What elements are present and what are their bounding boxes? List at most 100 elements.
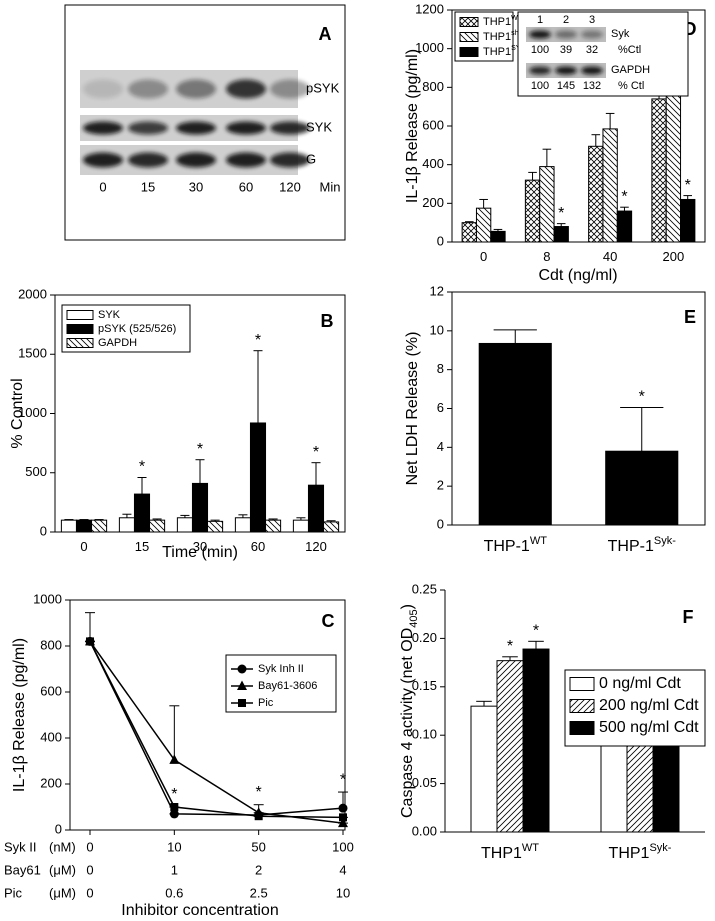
error-bar [502, 656, 518, 661]
blot-band [270, 152, 310, 168]
y-axis-label: Caspase 4 activity (net OD405) [399, 604, 420, 818]
y-tick-label: 1200 [415, 1, 444, 16]
x-tick-label: THP-1Syk- [608, 535, 677, 555]
series-line [89, 641, 344, 816]
error-bar [464, 221, 474, 223]
lane-label: 120 [279, 179, 301, 194]
x-tick-label: 15 [135, 539, 149, 554]
bar [75, 519, 93, 533]
error-bar [326, 520, 336, 522]
bar [292, 519, 309, 533]
panel-label: E [684, 307, 696, 327]
error-bar [311, 462, 321, 486]
legend-name: SYK [98, 309, 121, 321]
y-axis-label-text: IL-1β Release (pg/ml) [404, 49, 421, 203]
bar [602, 128, 618, 243]
blot-band [226, 152, 266, 168]
x-tick-label: 8 [543, 249, 550, 264]
marker [238, 699, 246, 707]
x-row-value: 0.6 [165, 885, 183, 900]
y-tick-label: 6 [437, 400, 444, 415]
legend-swatch [459, 17, 479, 27]
error-bar [268, 518, 278, 521]
error-bar [94, 519, 104, 521]
category: 8 [543, 249, 550, 264]
error-bar [79, 519, 89, 521]
error-bar [556, 223, 566, 227]
inset-band [555, 66, 577, 75]
bar [207, 520, 224, 533]
category: 120 [305, 539, 327, 554]
bar [524, 179, 541, 243]
error-bar [542, 148, 552, 167]
y-axis-label-text: % Control [9, 378, 26, 448]
category: 0 [80, 539, 87, 554]
x-tick-label: 60 [251, 539, 265, 554]
x-tick-label: 30 [193, 539, 207, 554]
error-bar [253, 350, 263, 423]
bar [307, 484, 325, 533]
bar [133, 493, 151, 533]
x-row-value: 50 [251, 839, 265, 854]
blot-band [270, 79, 310, 99]
y-axis-label-text: IL-1β Release (pg/ml) [11, 638, 28, 792]
legend-name: THP1 [483, 16, 511, 28]
inset-band [529, 30, 551, 39]
y-tick-label: 400 [40, 729, 62, 744]
error-bar [591, 134, 601, 147]
bar [490, 230, 506, 243]
lane-label: 15 [141, 179, 155, 194]
blot-row-label: SYK [306, 119, 332, 134]
error-bar [528, 640, 544, 650]
x-row-name: Bay61 [4, 862, 41, 877]
legend-name: Pic [258, 697, 274, 709]
x-row-value: 4 [339, 862, 346, 877]
category-sup: WT [530, 535, 547, 547]
category: THP1 [481, 845, 522, 862]
legend-name: GAPDH [98, 337, 137, 349]
inset-lane: 1 [537, 14, 543, 26]
inset-unit: %Ctl [618, 44, 641, 56]
marker [170, 803, 179, 811]
x-row-value: 0 [86, 862, 93, 877]
category: 60 [251, 539, 265, 554]
category: 30 [193, 539, 207, 554]
y-axis-label: IL-1β Release (pg/ml) [11, 638, 28, 792]
y-tick-label: 0.00 [412, 823, 437, 838]
x-tick-label: THP-1WT [484, 535, 548, 555]
x-axis-label: Cdt (ng/ml) [538, 267, 617, 284]
legend-swatch [66, 324, 94, 334]
legend-label: 200 ng/ml Cdt [599, 697, 699, 714]
blot-row-label: pSYK [306, 80, 340, 95]
y-tick-label: 0 [437, 516, 444, 531]
y-axis-label-text: Net LDH Release (%) [404, 332, 421, 486]
y-tick-label: 200 [422, 195, 444, 210]
legend-label: Pic [258, 697, 274, 709]
y-tick-label: 0.25 [412, 581, 437, 596]
bar [605, 450, 679, 526]
legend-swatch [569, 721, 595, 735]
legend-name: Bay61-3606 [258, 680, 317, 692]
blot-band [128, 121, 168, 135]
inset-value: 32 [586, 44, 598, 56]
error-bar [122, 513, 132, 518]
significance: * [139, 459, 145, 476]
y-tick-label: 600 [40, 683, 62, 698]
category: THP1 [609, 845, 650, 862]
significance: * [171, 786, 177, 803]
y-tick-label: 0.05 [412, 775, 437, 790]
x-row-value: 1 [171, 862, 178, 877]
y-tick-label: 0.15 [412, 678, 437, 693]
y-axis-label: IL-1β Release (pg/ml) [404, 49, 421, 203]
marker [169, 754, 180, 764]
panel-label: A [319, 24, 332, 44]
legend-swatch [66, 310, 94, 320]
legend-name: THP1 [483, 31, 511, 43]
bar [191, 482, 209, 533]
legend-name: THP1 [483, 46, 511, 58]
category: 200 [663, 249, 685, 264]
significance: * [256, 784, 262, 801]
legend-label: 500 ng/ml Cdt [599, 719, 699, 736]
marker [338, 817, 348, 828]
bar [680, 198, 696, 243]
